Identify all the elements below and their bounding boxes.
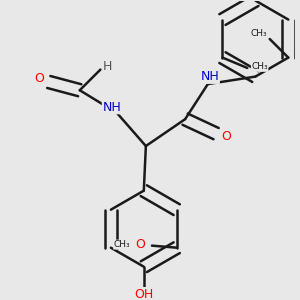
Text: OH: OH	[134, 288, 153, 300]
Text: O: O	[34, 72, 44, 86]
Text: H: H	[103, 60, 112, 73]
Text: NH: NH	[200, 70, 219, 83]
Text: NH: NH	[102, 101, 121, 114]
Text: CH₃: CH₃	[251, 62, 268, 71]
Text: O: O	[221, 130, 231, 143]
Text: O: O	[136, 238, 146, 251]
Text: CH₃: CH₃	[250, 29, 267, 38]
Text: CH₃: CH₃	[114, 240, 130, 249]
